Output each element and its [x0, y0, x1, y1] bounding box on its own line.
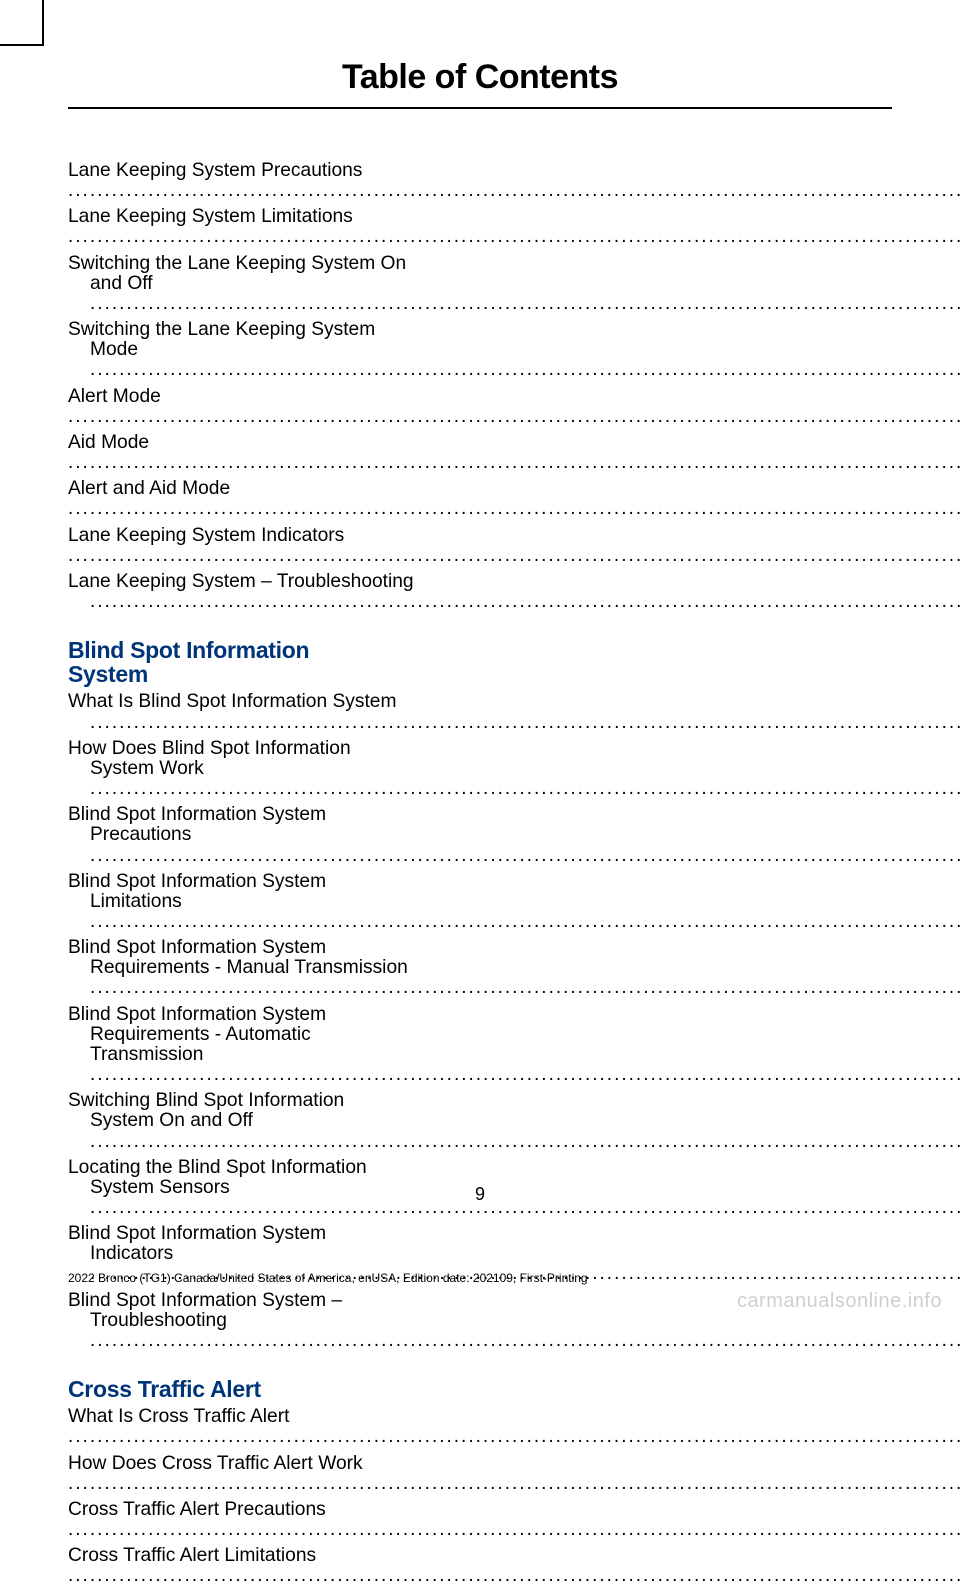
toc-entry[interactable]: Blind Spot Information SystemPrecautions…	[68, 805, 960, 865]
page-number: 9	[0, 1184, 960, 1205]
toc-entry[interactable]: What Is Cross Traffic Alert 259	[68, 1407, 960, 1447]
toc-entry[interactable]: Blind Spot Information SystemLimitations…	[68, 872, 960, 932]
footer-watermark: carmanualsonline.info	[737, 1290, 942, 1313]
page: Table of Contents Lane Keeping System Pr…	[0, 0, 960, 1337]
toc-entry[interactable]: How Does Cross Traffic Alert Work 259	[68, 1454, 960, 1494]
toc-entry[interactable]: Lane Keeping System – Troubleshooting 25…	[68, 572, 960, 612]
toc-entry[interactable]: Cross Traffic Alert Limitations 259	[68, 1546, 960, 1586]
section-title: Blind Spot Information System	[68, 638, 960, 686]
toc-entry[interactable]: Switching the Lane Keeping System Onand …	[68, 254, 960, 314]
columns: Lane Keeping System Precautions 249Lane …	[68, 155, 892, 1586]
toc-entry[interactable]: Lane Keeping System Indicators 252	[68, 526, 960, 566]
crop-mark	[0, 0, 44, 46]
toc-entry[interactable]: Lane Keeping System Limitations 249	[68, 207, 960, 247]
toc-entry[interactable]: Cross Traffic Alert Precautions 259	[68, 1500, 960, 1540]
title-divider	[68, 107, 892, 109]
section-title: Cross Traffic Alert	[68, 1377, 960, 1401]
footer-edition: 2022 Bronco (TG1) Canada/United States o…	[68, 1271, 588, 1285]
page-title: Table of Contents	[68, 58, 892, 97]
column-left: Lane Keeping System Precautions 249 Lane …	[68, 155, 960, 1586]
toc-entry[interactable]: Alert and Aid Mode 251	[68, 479, 960, 519]
toc-entry[interactable]: Blind Spot Information SystemRequirement…	[68, 1005, 960, 1086]
toc-entry[interactable]: Switching the Lane Keeping SystemMode 25…	[68, 320, 960, 380]
toc-entry[interactable]: Alert Mode 250	[68, 387, 960, 427]
toc-entry[interactable]: How Does Blind Spot InformationSystem Wo…	[68, 739, 960, 799]
toc-entry[interactable]: What Is Blind Spot Information System 25…	[68, 692, 960, 732]
toc-entry[interactable]: Lane Keeping System Precautions 249	[68, 161, 960, 201]
toc-entry[interactable]: Aid Mode 251	[68, 433, 960, 473]
toc-entry[interactable]: Switching Blind Spot InformationSystem O…	[68, 1091, 960, 1151]
toc-entry[interactable]: Blind Spot Information SystemRequirement…	[68, 938, 960, 998]
